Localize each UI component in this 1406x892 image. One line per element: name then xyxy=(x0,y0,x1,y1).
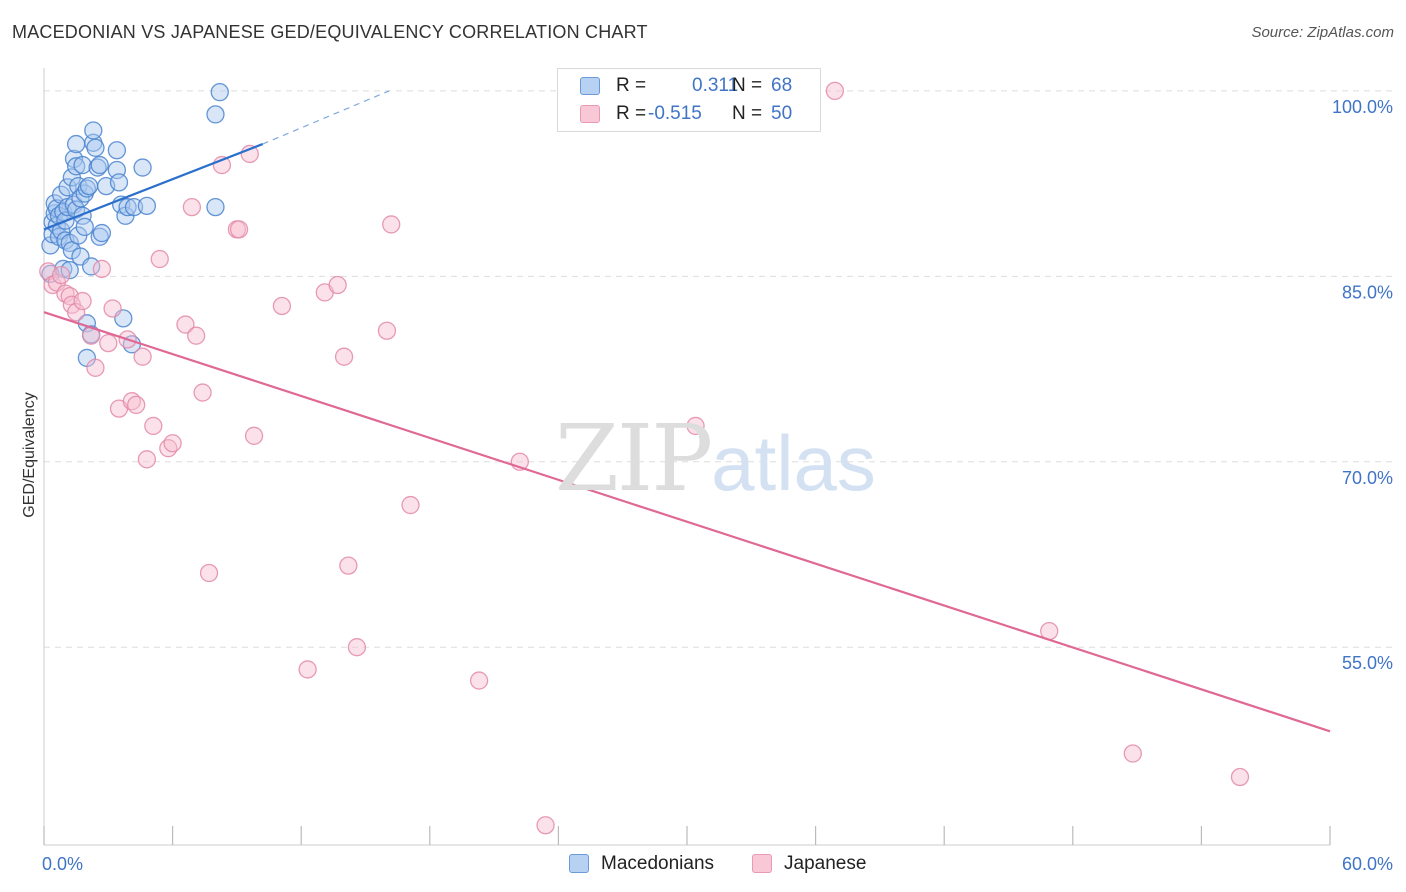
japanese-point xyxy=(334,347,354,366)
legend-r-label: R = xyxy=(616,75,647,96)
macedonian-point xyxy=(88,158,107,177)
japanese-point xyxy=(339,556,358,575)
macedonian-point xyxy=(75,217,94,237)
japanese-point xyxy=(377,321,397,340)
japanese-point xyxy=(73,291,92,311)
japanese-point xyxy=(382,215,401,234)
macedonian-point xyxy=(118,197,137,217)
macedonian-point xyxy=(84,121,103,140)
bottom-swatch-macedonians xyxy=(569,854,589,873)
bottom-legend-label: Japanese xyxy=(784,853,867,874)
legend-r-value: 0.311 xyxy=(692,75,739,96)
macedonian-point xyxy=(137,196,157,216)
japanese-point xyxy=(137,450,157,469)
japanese-points xyxy=(39,81,1250,835)
japanese-point xyxy=(187,326,206,345)
y-tick-labels: 100.0% 85.0% 70.0% 55.0% xyxy=(1332,97,1393,673)
japanese-point xyxy=(176,315,195,334)
correlation-legend: R = 0.311 N = 68 R = -0.515 N = 50 xyxy=(557,68,821,132)
japanese-point xyxy=(144,416,163,436)
macedonian-point xyxy=(60,261,79,280)
japanese-point xyxy=(127,395,146,415)
gridlines xyxy=(44,90,1392,648)
y-tick-label: 85.0% xyxy=(1342,282,1393,302)
trend-lines xyxy=(43,90,1331,733)
legend-n-value: 50 xyxy=(771,103,793,124)
bottom-legend-label: Macedonians xyxy=(601,853,715,874)
macedonian-point xyxy=(206,105,225,124)
legend-row-macedonians: R = 0.311 N = 68 xyxy=(558,71,820,101)
japanese-trend-line xyxy=(43,311,1331,733)
macedonian-point xyxy=(92,223,112,243)
legend-swatch-macedonians xyxy=(580,77,600,95)
macedonian-point xyxy=(77,179,97,198)
japanese-point xyxy=(825,81,845,101)
macedonian-point xyxy=(67,134,86,154)
japanese-point xyxy=(469,671,489,690)
japanese-point xyxy=(298,660,317,679)
japanese-point xyxy=(99,333,118,353)
macedonian-point xyxy=(73,155,92,175)
x-tick-label: 0.0% xyxy=(42,854,83,874)
bottom-swatch-japanese xyxy=(752,854,772,873)
legend-swatch-japanese xyxy=(580,105,600,123)
legend-row-japanese: R = -0.515 N = 50 xyxy=(558,99,820,129)
japanese-point xyxy=(92,259,112,279)
japanese-point xyxy=(133,347,152,366)
axes xyxy=(43,68,1330,846)
legend-n-label: N = xyxy=(732,103,763,124)
chart-source: Source: ZipAtlas.com xyxy=(1251,24,1394,41)
japanese-point xyxy=(1123,744,1142,763)
x-tick-label: 60.0% xyxy=(1342,854,1393,874)
macedonian-trend-line xyxy=(43,143,264,231)
japanese-point xyxy=(182,197,202,217)
japanese-point xyxy=(536,816,555,835)
y-tick-label: 55.0% xyxy=(1342,653,1393,673)
legend-r-value: -0.515 xyxy=(648,103,702,124)
macedonian-points xyxy=(41,82,229,368)
japanese-point xyxy=(67,303,86,322)
japanese-point xyxy=(328,275,347,295)
macedonian-point xyxy=(86,138,105,157)
japanese-point xyxy=(686,416,705,436)
macedonian-point xyxy=(82,257,101,276)
y-tick-label: 70.0% xyxy=(1342,468,1393,488)
japanese-point xyxy=(86,358,105,377)
japanese-point xyxy=(150,249,169,269)
japanese-point xyxy=(347,638,367,657)
legend-n-label: N = xyxy=(732,75,763,96)
macedonian-point xyxy=(109,173,129,192)
japanese-point xyxy=(1230,767,1250,787)
y-axis-label: GED/Equivalency xyxy=(21,392,38,518)
macedonian-point xyxy=(79,176,99,196)
x-tick-labels: 0.0% 60.0% xyxy=(42,854,1393,874)
macedonian-point xyxy=(67,157,86,176)
macedonian-trend-extension xyxy=(262,90,390,145)
japanese-point xyxy=(199,563,219,583)
japanese-point xyxy=(51,265,71,285)
japanese-point xyxy=(193,383,212,402)
x-ticks xyxy=(43,826,1331,845)
macedonian-point xyxy=(90,155,109,175)
macedonian-point xyxy=(107,141,127,160)
japanese-point xyxy=(163,434,182,453)
japanese-point xyxy=(272,296,292,316)
legend-r-label: R = xyxy=(616,103,647,124)
japanese-point xyxy=(244,426,264,445)
japanese-point xyxy=(103,299,122,318)
macedonian-point xyxy=(206,197,225,217)
macedonian-point xyxy=(210,82,229,102)
japanese-point xyxy=(401,495,420,515)
legend-n-value: 68 xyxy=(771,75,793,96)
chart-title: MACEDONIAN VS JAPANESE GED/EQUIVALENCY C… xyxy=(12,22,648,42)
y-tick-label: 100.0% xyxy=(1332,97,1393,117)
macedonian-point xyxy=(133,158,152,177)
japanese-point xyxy=(229,220,249,239)
